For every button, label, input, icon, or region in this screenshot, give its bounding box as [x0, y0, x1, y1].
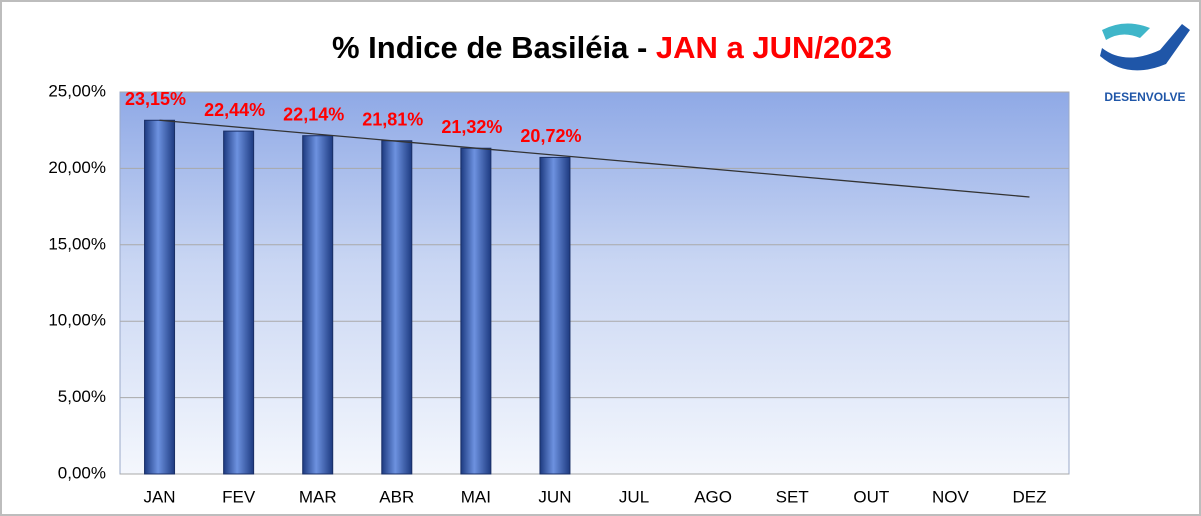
y-tick-label: 0,00% — [58, 463, 106, 482]
y-tick-label: 20,00% — [48, 158, 106, 177]
title-highlight: JAN a JUN/2023 — [656, 30, 892, 65]
chart-title: % Indice de Basiléia - JAN a JUN/2023 — [332, 30, 892, 65]
y-tick-label: 5,00% — [58, 387, 106, 406]
x-tick-label: JAN — [143, 487, 175, 506]
bar — [460, 147, 492, 475]
y-tick-label: 15,00% — [48, 234, 106, 253]
x-tick-label: SET — [776, 487, 809, 506]
bar — [539, 156, 571, 475]
title-text: % Indice de Basiléia - — [332, 30, 656, 65]
logo: DESENVOLVE — [1100, 23, 1190, 104]
bar — [381, 140, 413, 475]
value-label: 21,32% — [441, 117, 502, 137]
x-tick-label: OUT — [853, 487, 889, 506]
x-tick-label: MAI — [461, 487, 491, 506]
value-label: 23,15% — [125, 89, 186, 109]
x-tick-label: DEZ — [1012, 487, 1046, 506]
bar — [144, 119, 176, 475]
y-tick-label: 25,00% — [48, 81, 106, 100]
logo-text: DESENVOLVE — [1104, 90, 1185, 104]
plot-area — [119, 91, 1070, 475]
x-tick-label: FEV — [222, 487, 256, 506]
bar — [223, 130, 255, 475]
x-tick-label: ABR — [379, 487, 414, 506]
value-label: 22,44% — [204, 100, 265, 120]
y-tick-label: 10,00% — [48, 311, 106, 330]
bar — [302, 135, 334, 475]
trendline — [159, 119, 1030, 198]
x-tick-label: JUN — [538, 487, 571, 506]
value-label: 21,81% — [362, 109, 423, 129]
x-tick-label: NOV — [932, 487, 970, 506]
x-tick-label: JUL — [619, 487, 649, 506]
x-tick-label: MAR — [299, 487, 337, 506]
x-tick-label: AGO — [694, 487, 732, 506]
value-label: 22,14% — [283, 104, 344, 124]
value-label: 20,72% — [520, 126, 581, 146]
